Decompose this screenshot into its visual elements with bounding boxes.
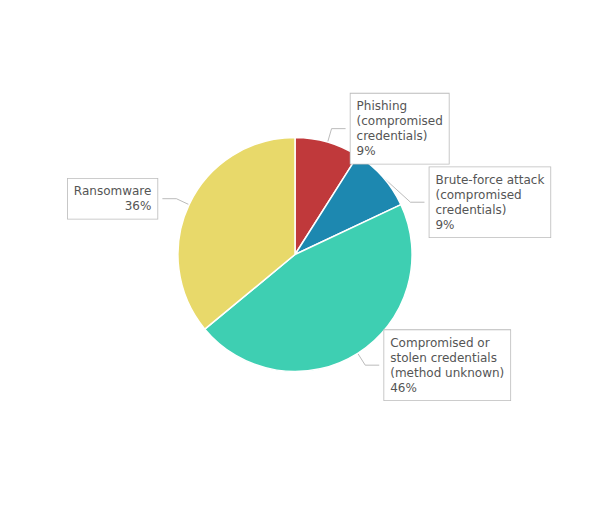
svg-text:Phishing: Phishing	[357, 99, 408, 113]
svg-text:(method unknown): (method unknown)	[390, 366, 504, 380]
svg-text:Brute-force attack: Brute-force attack	[435, 173, 544, 187]
svg-text:stolen credentials: stolen credentials	[390, 351, 497, 365]
svg-text:9%: 9%	[357, 144, 376, 158]
svg-text:Compromised or: Compromised or	[390, 336, 489, 350]
svg-text:9%: 9%	[435, 218, 454, 232]
svg-text:credentials): credentials)	[357, 129, 428, 143]
svg-text:Ransomware: Ransomware	[74, 184, 152, 198]
svg-text:credentials): credentials)	[435, 203, 506, 217]
svg-text:(compromised: (compromised	[357, 114, 443, 128]
svg-text:46%: 46%	[390, 381, 417, 395]
svg-text:36%: 36%	[125, 199, 152, 213]
svg-text:(compromised: (compromised	[435, 188, 521, 202]
